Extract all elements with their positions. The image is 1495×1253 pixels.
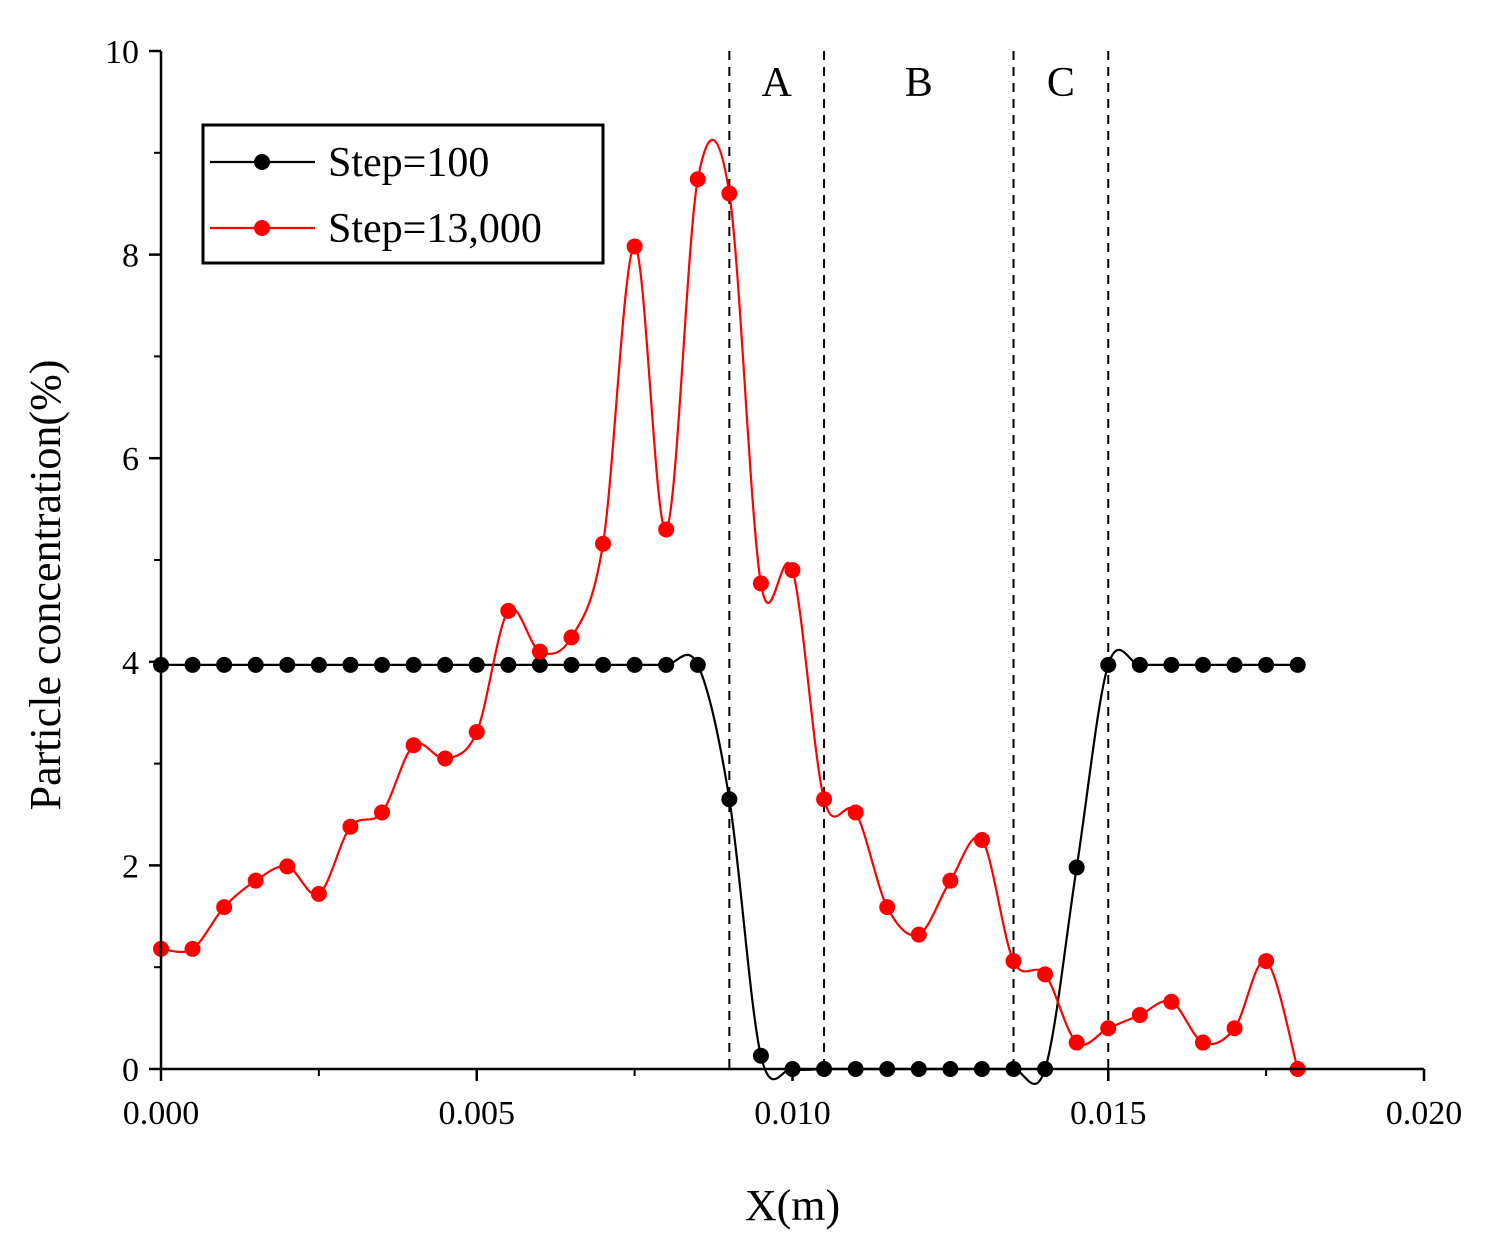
data-point (1100, 1020, 1117, 1037)
data-point (1037, 966, 1054, 983)
data-point (437, 656, 454, 673)
data-point (1100, 656, 1117, 673)
legend-label: Step=100 (328, 140, 489, 186)
data-point (374, 656, 391, 673)
data-point (531, 656, 548, 673)
data-point (216, 899, 233, 916)
data-point (1226, 656, 1243, 673)
data-point (973, 831, 990, 848)
data-point (216, 656, 233, 673)
data-point (721, 185, 738, 202)
x-tick-label: 0.000 (123, 1095, 200, 1132)
data-point (563, 656, 580, 673)
region-label: B (905, 60, 933, 106)
y-tick-label: 10 (105, 34, 139, 71)
region-labels: A B C (762, 60, 1075, 106)
data-point (342, 818, 359, 835)
x-tick-label: 0.015 (1070, 1095, 1147, 1132)
data-point (563, 629, 580, 646)
data-point (405, 737, 422, 754)
x-axis-title: X(m) (745, 1181, 840, 1230)
data-point (626, 238, 643, 255)
data-point (1005, 953, 1022, 970)
data-point (1226, 1020, 1243, 1037)
y-tick-label: 2 (122, 848, 139, 885)
data-point (1258, 953, 1275, 970)
region-label: C (1047, 60, 1075, 106)
data-point (721, 791, 738, 808)
legend-box (201, 123, 605, 265)
x-tick-label: 0.005 (439, 1095, 516, 1132)
data-point (1068, 1034, 1085, 1051)
series-line (160, 648, 1298, 1086)
legend-marker (254, 154, 270, 170)
data-point (910, 926, 927, 943)
axes: 0.000 0.005 0.010 0.015 0.020 0 2 4 6 8 10 (105, 34, 1462, 1132)
data-point (184, 656, 201, 673)
region-divider-lines (728, 51, 1110, 1069)
data-point (847, 804, 864, 821)
data-point (500, 656, 517, 673)
series-1 (153, 648, 1306, 1086)
x-tick-label: 0.010 (754, 1095, 831, 1132)
data-point (310, 656, 327, 673)
y-tick-label: 6 (122, 441, 139, 478)
data-point (1194, 1034, 1211, 1051)
data-point (279, 858, 296, 875)
data-point (342, 656, 359, 673)
data-point (1131, 1007, 1148, 1024)
data-point (784, 562, 801, 579)
y-axis-title: Particle concentration(%) (21, 360, 70, 811)
y-tick-label: 0 (122, 1052, 139, 1089)
data-point (374, 804, 391, 821)
data-point (437, 750, 454, 767)
series-2 (153, 139, 1306, 1077)
data-point (468, 724, 485, 741)
data-point (658, 656, 675, 673)
y-tick-label: 8 (122, 238, 139, 275)
data-point (531, 643, 548, 660)
data-point (247, 656, 264, 673)
data-point (752, 575, 769, 592)
data-point (1131, 656, 1148, 673)
data-point (279, 656, 296, 673)
data-point (942, 872, 959, 889)
data-point (405, 656, 422, 673)
data-point (468, 656, 485, 673)
x-tick-label: 0.020 (1386, 1095, 1463, 1132)
y-tick-label: 4 (122, 645, 139, 682)
data-point (689, 656, 706, 673)
data-point (1258, 656, 1275, 673)
data-point (816, 791, 833, 808)
data-point (1068, 859, 1085, 876)
data-point (595, 535, 612, 552)
data-point (247, 872, 264, 889)
data-point (689, 171, 706, 188)
data-point (500, 602, 517, 619)
data-point (595, 656, 612, 673)
data-point (1163, 993, 1180, 1010)
data-point (310, 885, 327, 902)
data-series (153, 139, 1306, 1086)
legend: Step=100 Step=13,000 (201, 123, 605, 265)
data-point (752, 1047, 769, 1064)
data-point (626, 656, 643, 673)
data-point (658, 521, 675, 538)
data-point (879, 899, 896, 916)
data-point (184, 940, 201, 957)
data-point (1163, 656, 1180, 673)
region-label: A (762, 60, 793, 106)
data-point (1289, 656, 1306, 673)
data-point (1194, 656, 1211, 673)
legend-label: Step=13,000 (328, 206, 542, 252)
legend-marker (254, 220, 270, 236)
